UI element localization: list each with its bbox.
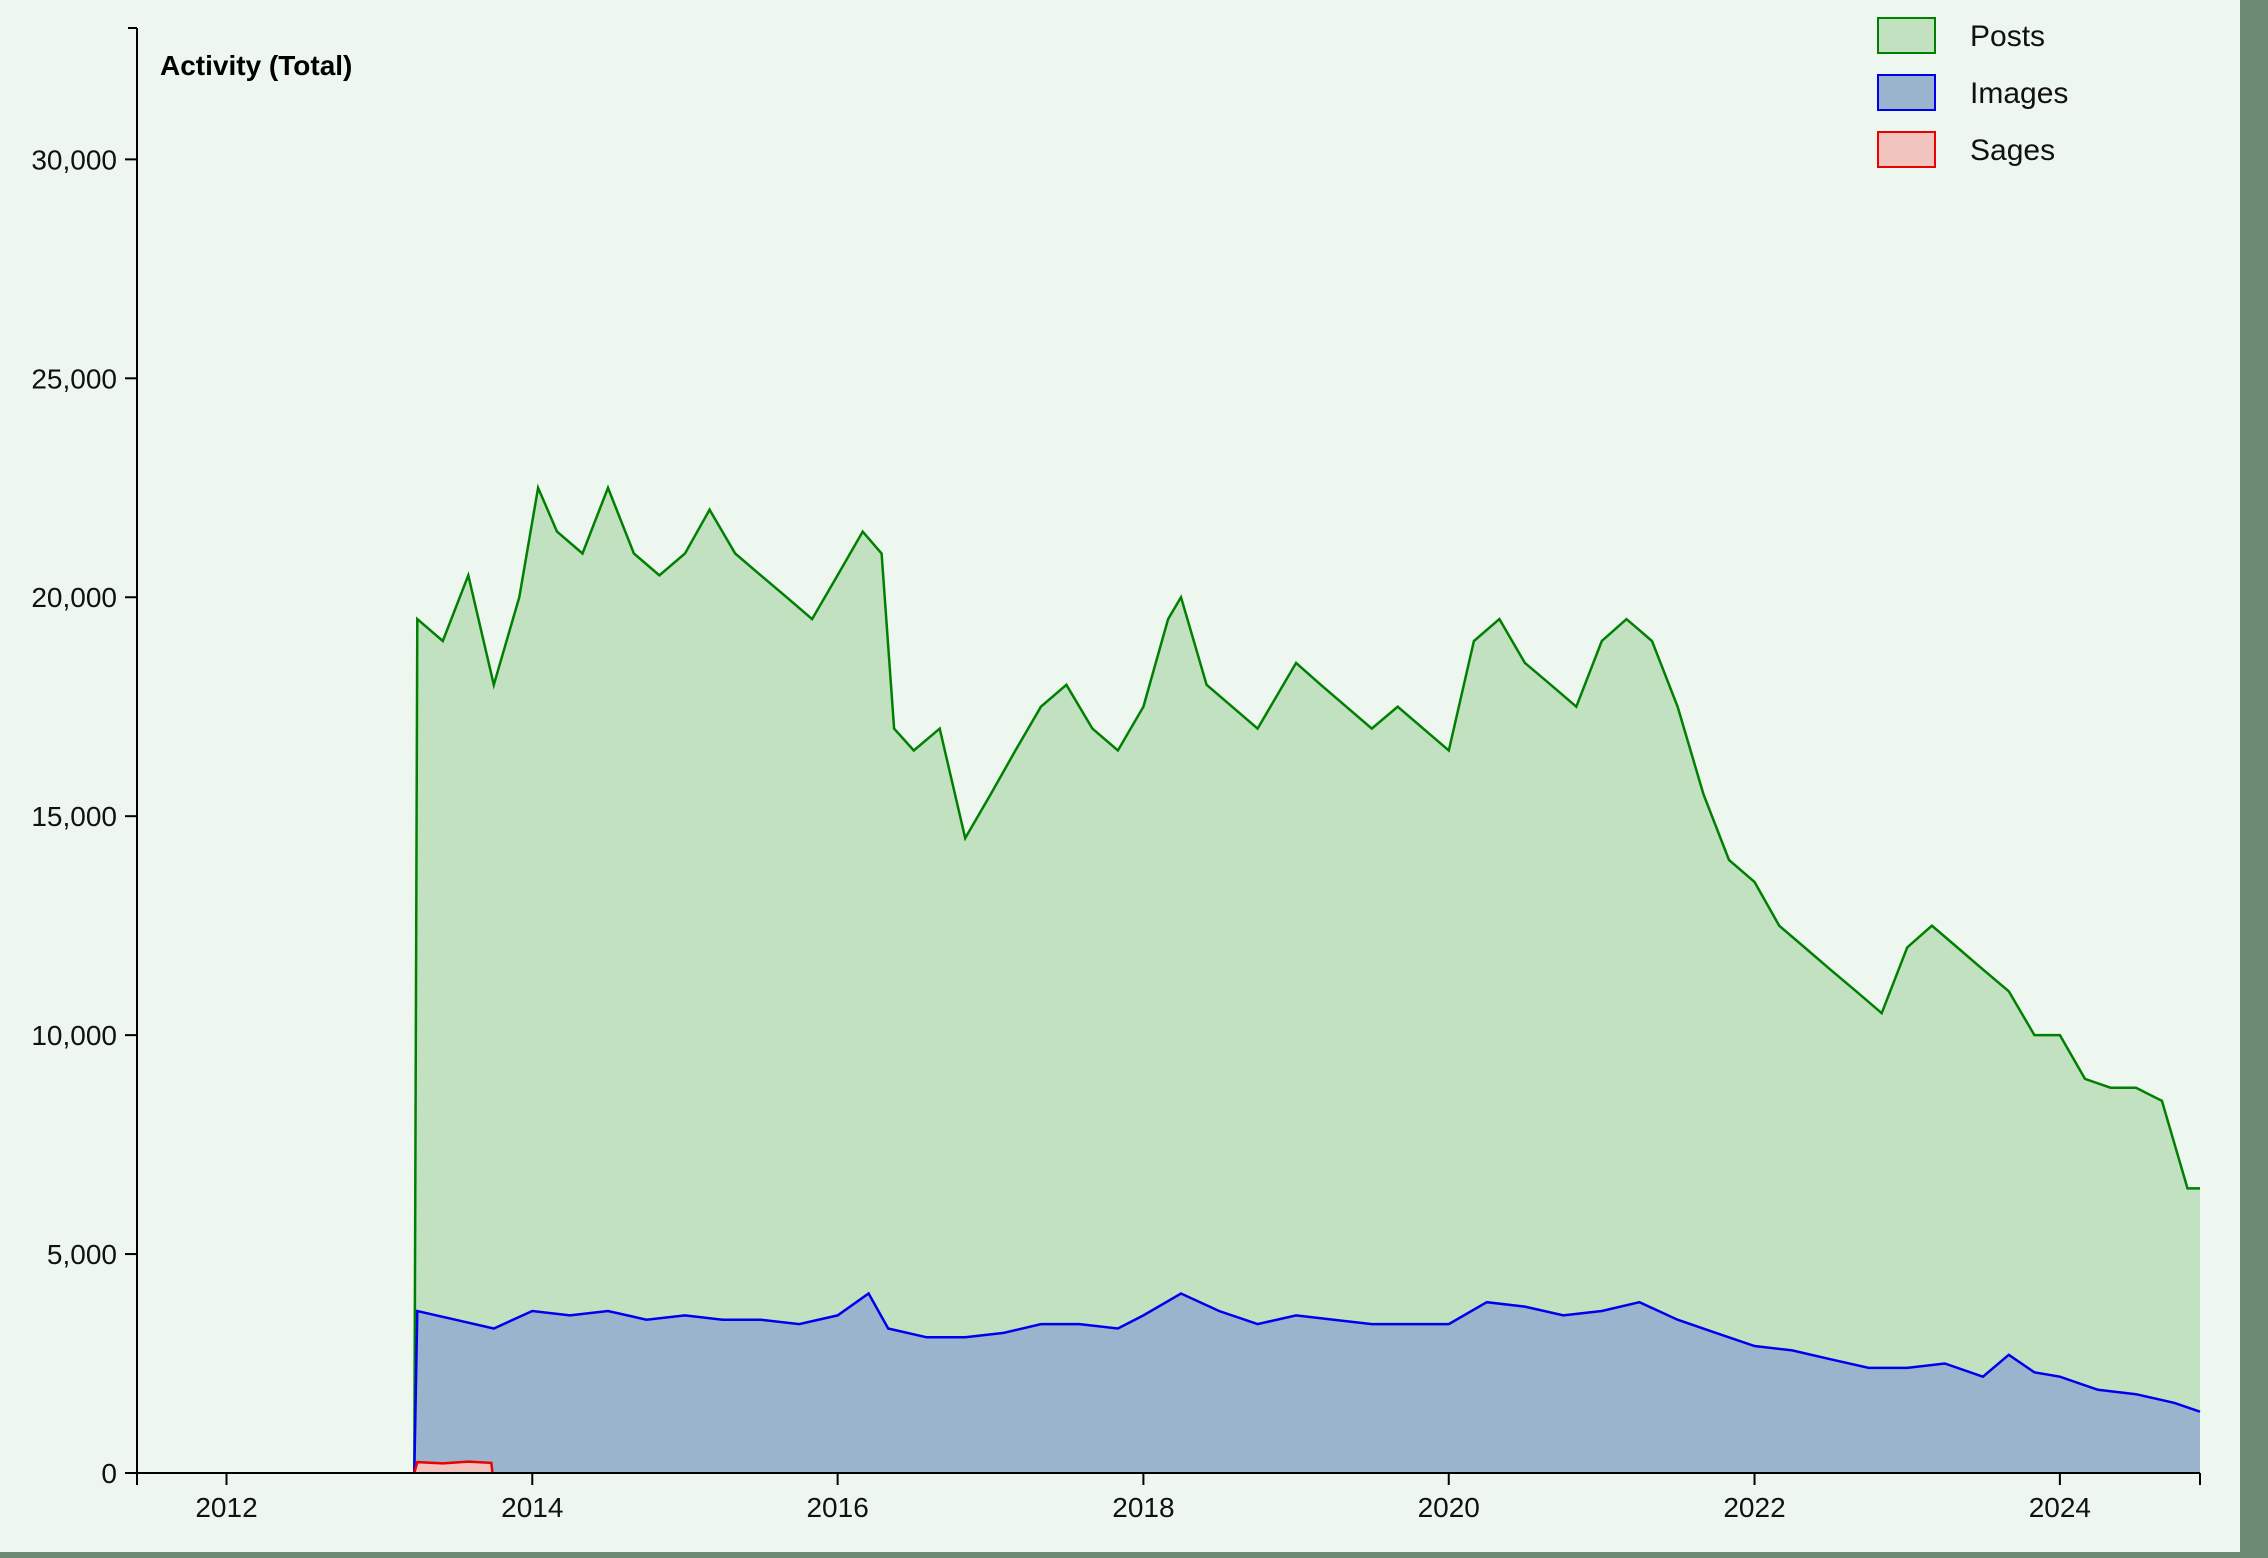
legend-swatch-sages (1877, 131, 1936, 168)
legend-swatch-images (1877, 74, 1936, 111)
x-tick-label: 2024 (2029, 1492, 2091, 1523)
x-tick-label: 2016 (806, 1492, 868, 1523)
legend: Posts Images Sages (1877, 17, 2068, 168)
series-areas (413, 483, 2201, 1474)
y-tick-label: 5,000 (47, 1239, 117, 1270)
legend-label-sages: Sages (1970, 134, 2055, 167)
y-tick-label: 15,000 (31, 801, 117, 832)
axes: 0 5,000 10,000 15,000 20,000 25,000 30,000 2012… (31, 27, 2201, 1523)
series-line-images (413, 1291, 2201, 1474)
series-line-sages (413, 1460, 494, 1474)
series-area-sages (414, 1461, 493, 1473)
series-line-posts (413, 483, 2200, 1474)
x-tick-label: 2018 (1112, 1492, 1174, 1523)
x-tick-label: 2022 (1723, 1492, 1785, 1523)
x-tick-label: 2012 (195, 1492, 257, 1523)
y-tick-label: 10,000 (31, 1020, 117, 1051)
x-tick-label: 2020 (1418, 1492, 1480, 1523)
y-tick-label: 0 (101, 1458, 117, 1489)
x-tick-label: 2014 (501, 1492, 563, 1523)
series-area-images (414, 1293, 2200, 1473)
legend-label-posts: Posts (1970, 20, 2045, 53)
chart-title: Activity (Total) (160, 50, 352, 81)
legend-label-images: Images (1970, 77, 2068, 110)
series-area-posts (414, 487, 2200, 1473)
y-tick-label: 30,000 (31, 144, 117, 175)
y-tick-label: 20,000 (31, 582, 117, 613)
y-tick-label: 25,000 (31, 363, 117, 394)
legend-swatch-posts (1877, 17, 1936, 54)
